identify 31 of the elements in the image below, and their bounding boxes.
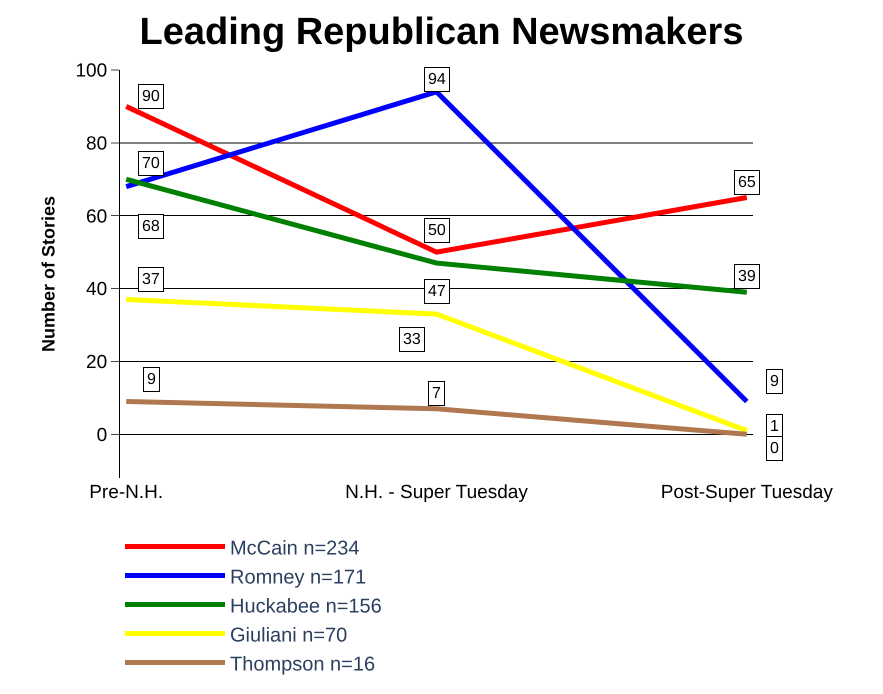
x-tick-label: Pre-N.H.: [89, 482, 164, 503]
data-label: 0: [770, 440, 779, 457]
data-label: 7: [432, 385, 441, 402]
y-tick-label: 60: [86, 206, 108, 228]
data-label: 90: [142, 88, 160, 105]
data-label: 94: [428, 71, 446, 88]
data-label: 68: [142, 218, 160, 235]
y-tick-label: 80: [86, 134, 108, 155]
data-label: 9: [770, 373, 779, 390]
legend-label: McCain n=234: [230, 537, 360, 560]
legend-label: Huckabee n=156: [230, 595, 382, 618]
legend-label: Giuliani n=70: [230, 624, 348, 646]
data-label: 9: [147, 371, 156, 388]
data-label: 70: [142, 155, 160, 172]
data-label: 1: [770, 418, 779, 435]
chart-title: Leading Republican Newsmakers: [140, 10, 744, 53]
legend-label: Thompson n=16: [230, 653, 376, 676]
y-tick-label: 40: [86, 279, 108, 300]
legend-label: Romney n=171: [230, 566, 366, 588]
x-tick-label: N.H. - Super Tuesday: [345, 482, 528, 503]
y-axis-title: Number of Stories: [38, 196, 59, 352]
y-tick-label: 20: [86, 352, 108, 374]
data-label: 39: [738, 268, 756, 285]
x-tick-label: Post-Super Tuesday: [660, 482, 834, 503]
data-label: 33: [403, 331, 421, 348]
data-label: 47: [428, 283, 446, 300]
data-label: 37: [142, 271, 160, 288]
y-tick-label: 0: [96, 424, 108, 446]
data-label: 65: [738, 174, 756, 191]
y-tick-label: 100: [75, 60, 108, 82]
data-label: 50: [428, 222, 446, 239]
